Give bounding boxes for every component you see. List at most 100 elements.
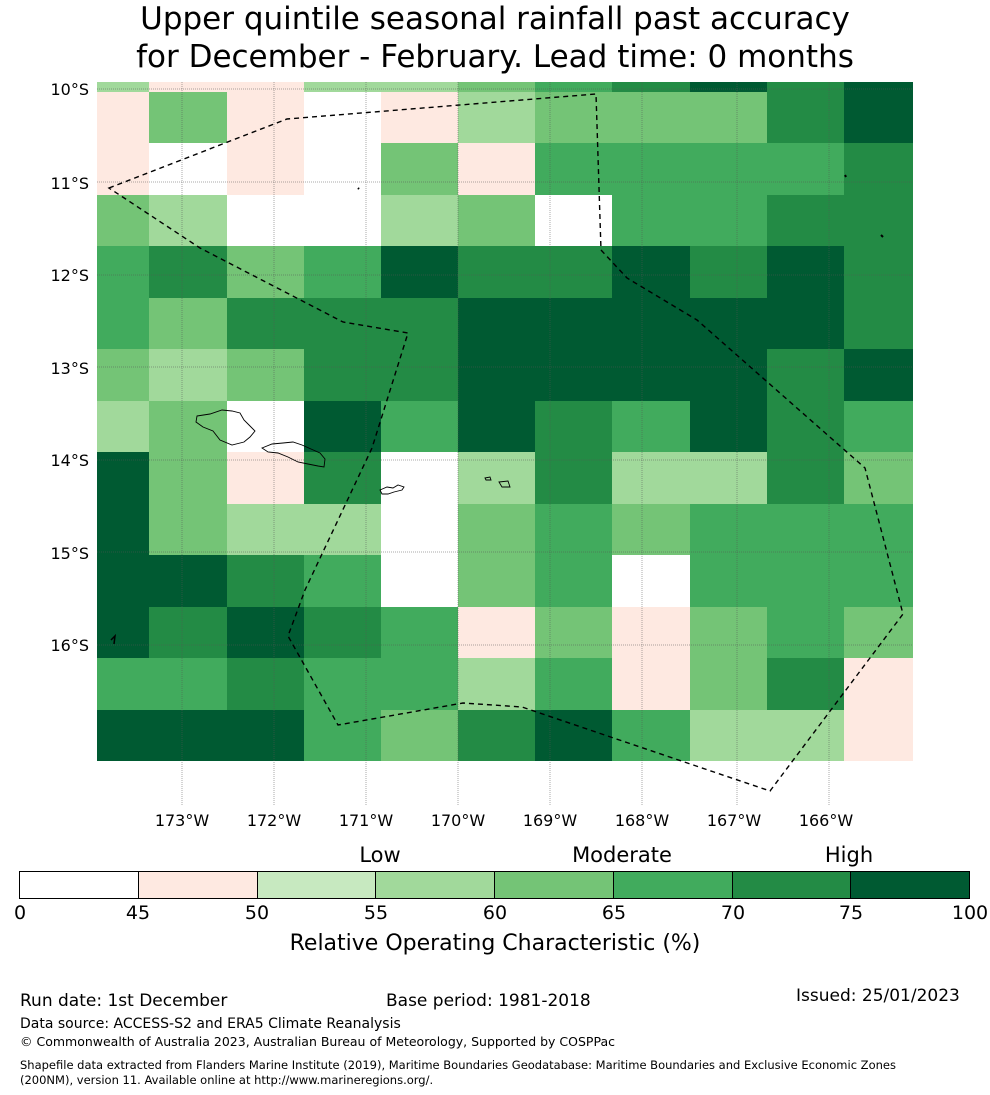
grid-cell [690, 246, 767, 298]
category-high: High [824, 843, 874, 867]
grid-cell [612, 555, 690, 607]
lat-label-16s: 16°S [50, 636, 89, 655]
small-islet [880, 234, 884, 238]
grid-cell [97, 555, 149, 607]
grid-cell [149, 349, 227, 401]
grid-cell [304, 92, 381, 143]
lon-label-171w: 171°W [338, 811, 394, 830]
grid-cell [767, 349, 844, 401]
grid-cell [612, 607, 690, 658]
grid-cell [149, 452, 227, 504]
colorbar-title: Relative Operating Characteristic (%) [289, 931, 701, 956]
grid-cell [227, 401, 304, 452]
grid-cell [227, 349, 304, 401]
grid-cell [381, 82, 458, 92]
grid-cell [227, 710, 304, 761]
grid-cell [304, 504, 381, 555]
lon-label-172w: 172°W [246, 811, 302, 830]
grid-cell [690, 195, 767, 246]
grid-cell [381, 401, 458, 452]
grid-cell [535, 92, 612, 143]
grid-cell [97, 349, 149, 401]
copyright: © Commonwealth of Australia 2023, Austra… [20, 1034, 615, 1049]
grid-cell [844, 555, 913, 607]
grid-cell [227, 607, 304, 658]
grid-cell [227, 658, 304, 710]
grid-cell [844, 195, 913, 246]
grid-cell [535, 195, 612, 246]
colorbar-tick-55: 55 [363, 902, 389, 924]
grid-cell [767, 246, 844, 298]
grid-cell [690, 710, 767, 761]
grid-cell [381, 607, 458, 658]
colorbar-tick-70: 70 [720, 902, 746, 924]
grid-cell [844, 246, 913, 298]
grid-cell [844, 298, 913, 349]
grid-cell [690, 607, 767, 658]
colorbar-segment [257, 872, 377, 898]
lat-label-12s: 12°S [50, 266, 89, 285]
grid-cell [149, 143, 227, 195]
grid-cell [458, 82, 535, 92]
grid-cell [458, 452, 535, 504]
grid-cell [767, 658, 844, 710]
grid-cell [97, 82, 149, 92]
colorbar-segment [495, 872, 614, 898]
grid-cell [767, 555, 844, 607]
savaii-island [195, 409, 256, 446]
lon-label-166w: 166°W [798, 811, 854, 830]
grid-cell [535, 349, 612, 401]
grid-cell [612, 246, 690, 298]
grid-cell [612, 658, 690, 710]
colorbar-segment [851, 872, 969, 898]
grid-cell [612, 710, 690, 761]
grid-cell [97, 504, 149, 555]
grid-cell [535, 143, 612, 195]
grid-cell [149, 298, 227, 349]
grid-cell [690, 143, 767, 195]
grid-cell [458, 246, 535, 298]
grid-cell [767, 401, 844, 452]
grid-cell [227, 504, 304, 555]
grid-cell [690, 349, 767, 401]
lon-label-170w: 170°W [430, 811, 486, 830]
grid-cell [612, 401, 690, 452]
grid-cell [535, 658, 612, 710]
grid-cell [304, 401, 381, 452]
grid-cell [612, 452, 690, 504]
grid-cell [458, 710, 535, 761]
grid-cell [149, 607, 227, 658]
category-low: Low [359, 843, 401, 867]
grid-cell [304, 82, 381, 92]
rose-atoll [844, 174, 847, 178]
colorbar-tick-50: 50 [244, 902, 270, 924]
western-islet [110, 633, 117, 645]
grid-cell [458, 92, 535, 143]
grid-cell [97, 143, 149, 195]
grid-cell [227, 246, 304, 298]
grid-cell [381, 710, 458, 761]
grid-cell [381, 195, 458, 246]
colorbar-tick-45: 45 [125, 902, 151, 924]
shapefile-credit-line-2: (200NM), version 11. Available online at… [20, 1073, 434, 1087]
grid-cell [227, 195, 304, 246]
coastlines [110, 174, 884, 645]
grid-cell [304, 452, 381, 504]
grid-cell [535, 246, 612, 298]
grid-cell [304, 710, 381, 761]
grid-cell [458, 504, 535, 555]
grid-cell [844, 401, 913, 452]
grid-cell [767, 195, 844, 246]
grid-cell [535, 555, 612, 607]
run-date: Run date: 1st December [20, 991, 228, 1011]
lon-label-168w: 168°W [614, 811, 670, 830]
grid-cell [97, 710, 149, 761]
grid-cell [458, 349, 535, 401]
grid-cell [844, 452, 913, 504]
shapefile-credit-line-1: Shapefile data extracted from Flanders M… [20, 1058, 896, 1072]
lat-label-11s: 11°S [50, 174, 89, 193]
lon-label-169w: 169°W [522, 811, 578, 830]
grid-cell [767, 607, 844, 658]
issued-date: Issued: 25/01/2023 [796, 986, 960, 1006]
grid-cell [844, 658, 913, 710]
